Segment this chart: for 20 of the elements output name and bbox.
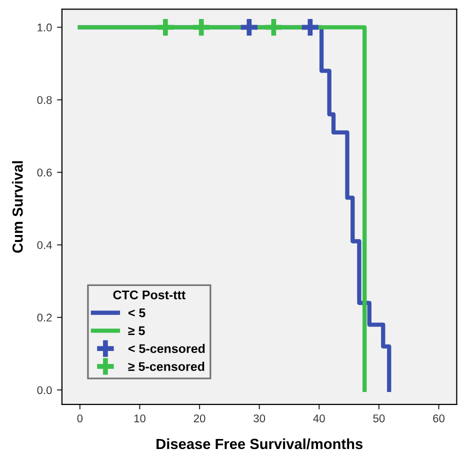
y-axis-title: Cum Survival <box>12 161 23 253</box>
y-tick-label: 0.0 <box>37 386 52 394</box>
x-tick-label: 20 <box>194 414 206 422</box>
y-tick-label: 0.2 <box>37 314 52 322</box>
legend-label: ≥ 5-censored <box>128 362 204 371</box>
y-tick-label: 0.6 <box>37 168 52 176</box>
x-tick-label: 10 <box>134 414 146 422</box>
x-tick-label: 0 <box>77 414 83 422</box>
legend-label: < 5-censored <box>128 344 205 354</box>
legend-title: CTC Post-ttt <box>113 290 186 300</box>
legend-label: ≥ 5 <box>128 326 145 336</box>
x-axis-title: Disease Free Survival/months <box>156 438 362 450</box>
x-tick-label: 50 <box>373 414 385 422</box>
y-tick-label: 0.4 <box>37 241 52 250</box>
y-tick-label: 0.8 <box>37 96 52 104</box>
y-tick-label: 1.0 <box>38 24 52 32</box>
legend-label: < 5 <box>128 308 146 318</box>
x-tick-label: 30 <box>254 414 266 422</box>
x-tick-label: 60 <box>433 414 445 422</box>
x-tick-label: 40 <box>313 414 325 422</box>
